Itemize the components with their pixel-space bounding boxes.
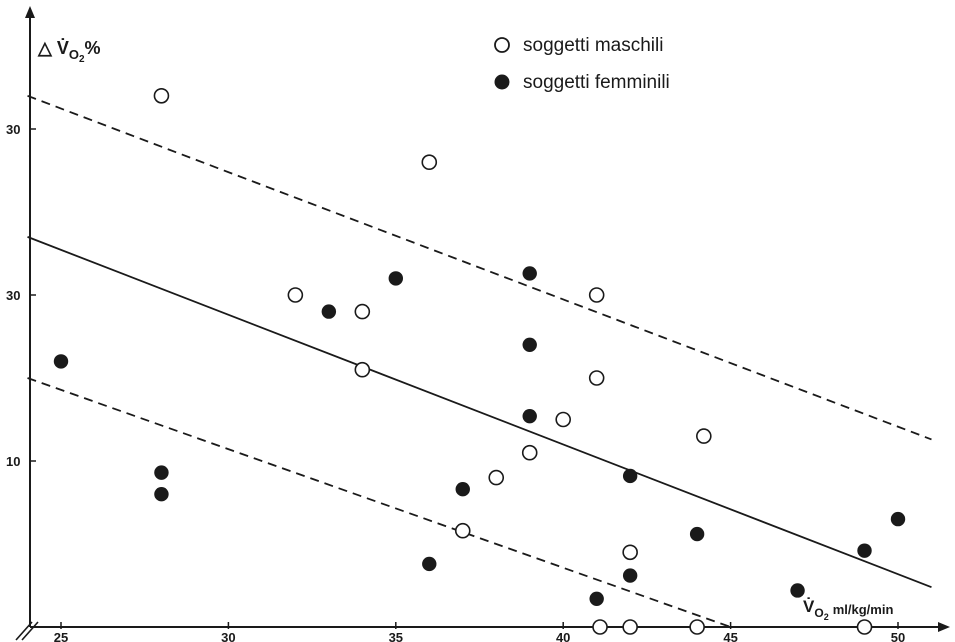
male-subject-point: [856, 619, 873, 635]
x-axis-arrow-icon: [938, 622, 950, 632]
female-subject-point: [53, 354, 69, 369]
male-subject-point: [622, 544, 638, 561]
legend-filled-circle-icon: [494, 74, 510, 90]
legend-label-female: soggetti femminili: [523, 72, 670, 93]
y-tick-label: 30: [6, 288, 20, 303]
x-tick-label: 25: [54, 630, 68, 642]
axis-break-mark: [21, 621, 39, 641]
axis-ticks: 25 30 35 40 45 50 10 30 30: [6, 122, 905, 642]
solid-regression-line: [27, 236, 932, 588]
male-subject-point: [354, 303, 371, 320]
x-tick-label: 35: [389, 630, 403, 642]
axes: [15, 6, 950, 641]
female-subject-point: [890, 511, 906, 527]
dashed-confidence-line: [27, 377, 731, 628]
dashed-confidence-line: [27, 94, 932, 441]
legend-label-male: soggetti maschili: [523, 35, 663, 56]
legend-item-female: soggetti femminili: [494, 72, 670, 93]
y-axis-arrow-icon: [25, 6, 35, 18]
female-subject-point: [422, 556, 437, 572]
x-tick-label: 30: [221, 630, 235, 642]
y-tick-label: 10: [6, 454, 20, 469]
female-subject-point: [622, 468, 638, 484]
female-subject-point: [321, 304, 337, 319]
female-subject-point: [522, 266, 537, 281]
male-subject-point: [153, 88, 170, 104]
male-subject-point: [588, 287, 605, 303]
female-subject-point: [388, 271, 403, 286]
male-subject-point: [592, 619, 608, 635]
female-subject-point: [689, 526, 705, 542]
female-subject-point: [790, 583, 805, 598]
x-tick-label: 40: [556, 630, 570, 642]
female-subject-point: [589, 591, 604, 606]
female-subject-point: [522, 337, 537, 352]
male-subject-point: [521, 444, 538, 461]
data-points: [53, 88, 906, 635]
female-subject-point: [857, 543, 872, 558]
male-subject-point: [555, 411, 572, 428]
y-tick-label: 30: [6, 122, 20, 137]
x-tick-label: 45: [723, 630, 737, 642]
male-subject-point: [488, 469, 505, 486]
female-subject-point: [455, 482, 470, 497]
female-subject-point: [522, 408, 537, 424]
y-axis-title: △ V̇O2%: [37, 37, 101, 65]
male-subject-point: [454, 522, 471, 539]
male-subject-point: [689, 619, 705, 635]
male-subject-point: [354, 361, 371, 378]
male-subject-point: [588, 370, 605, 386]
legend-item-male: soggetti maschili: [494, 35, 663, 56]
male-subject-point: [421, 154, 438, 170]
regression-lines: [27, 94, 932, 628]
female-subject-point: [154, 487, 169, 502]
female-subject-point: [622, 568, 638, 583]
male-subject-point: [696, 428, 712, 444]
female-subject-point: [154, 465, 169, 480]
legend-open-circle-icon: [494, 37, 510, 53]
x-tick-label: 50: [891, 630, 905, 642]
x-axis-title: V̇O2 ml/kg/min: [803, 597, 893, 622]
legend: soggetti maschili soggetti femminili: [494, 35, 670, 93]
axis-break-mark: [15, 621, 33, 641]
male-subject-point: [622, 619, 638, 635]
male-subject-point: [287, 287, 304, 303]
